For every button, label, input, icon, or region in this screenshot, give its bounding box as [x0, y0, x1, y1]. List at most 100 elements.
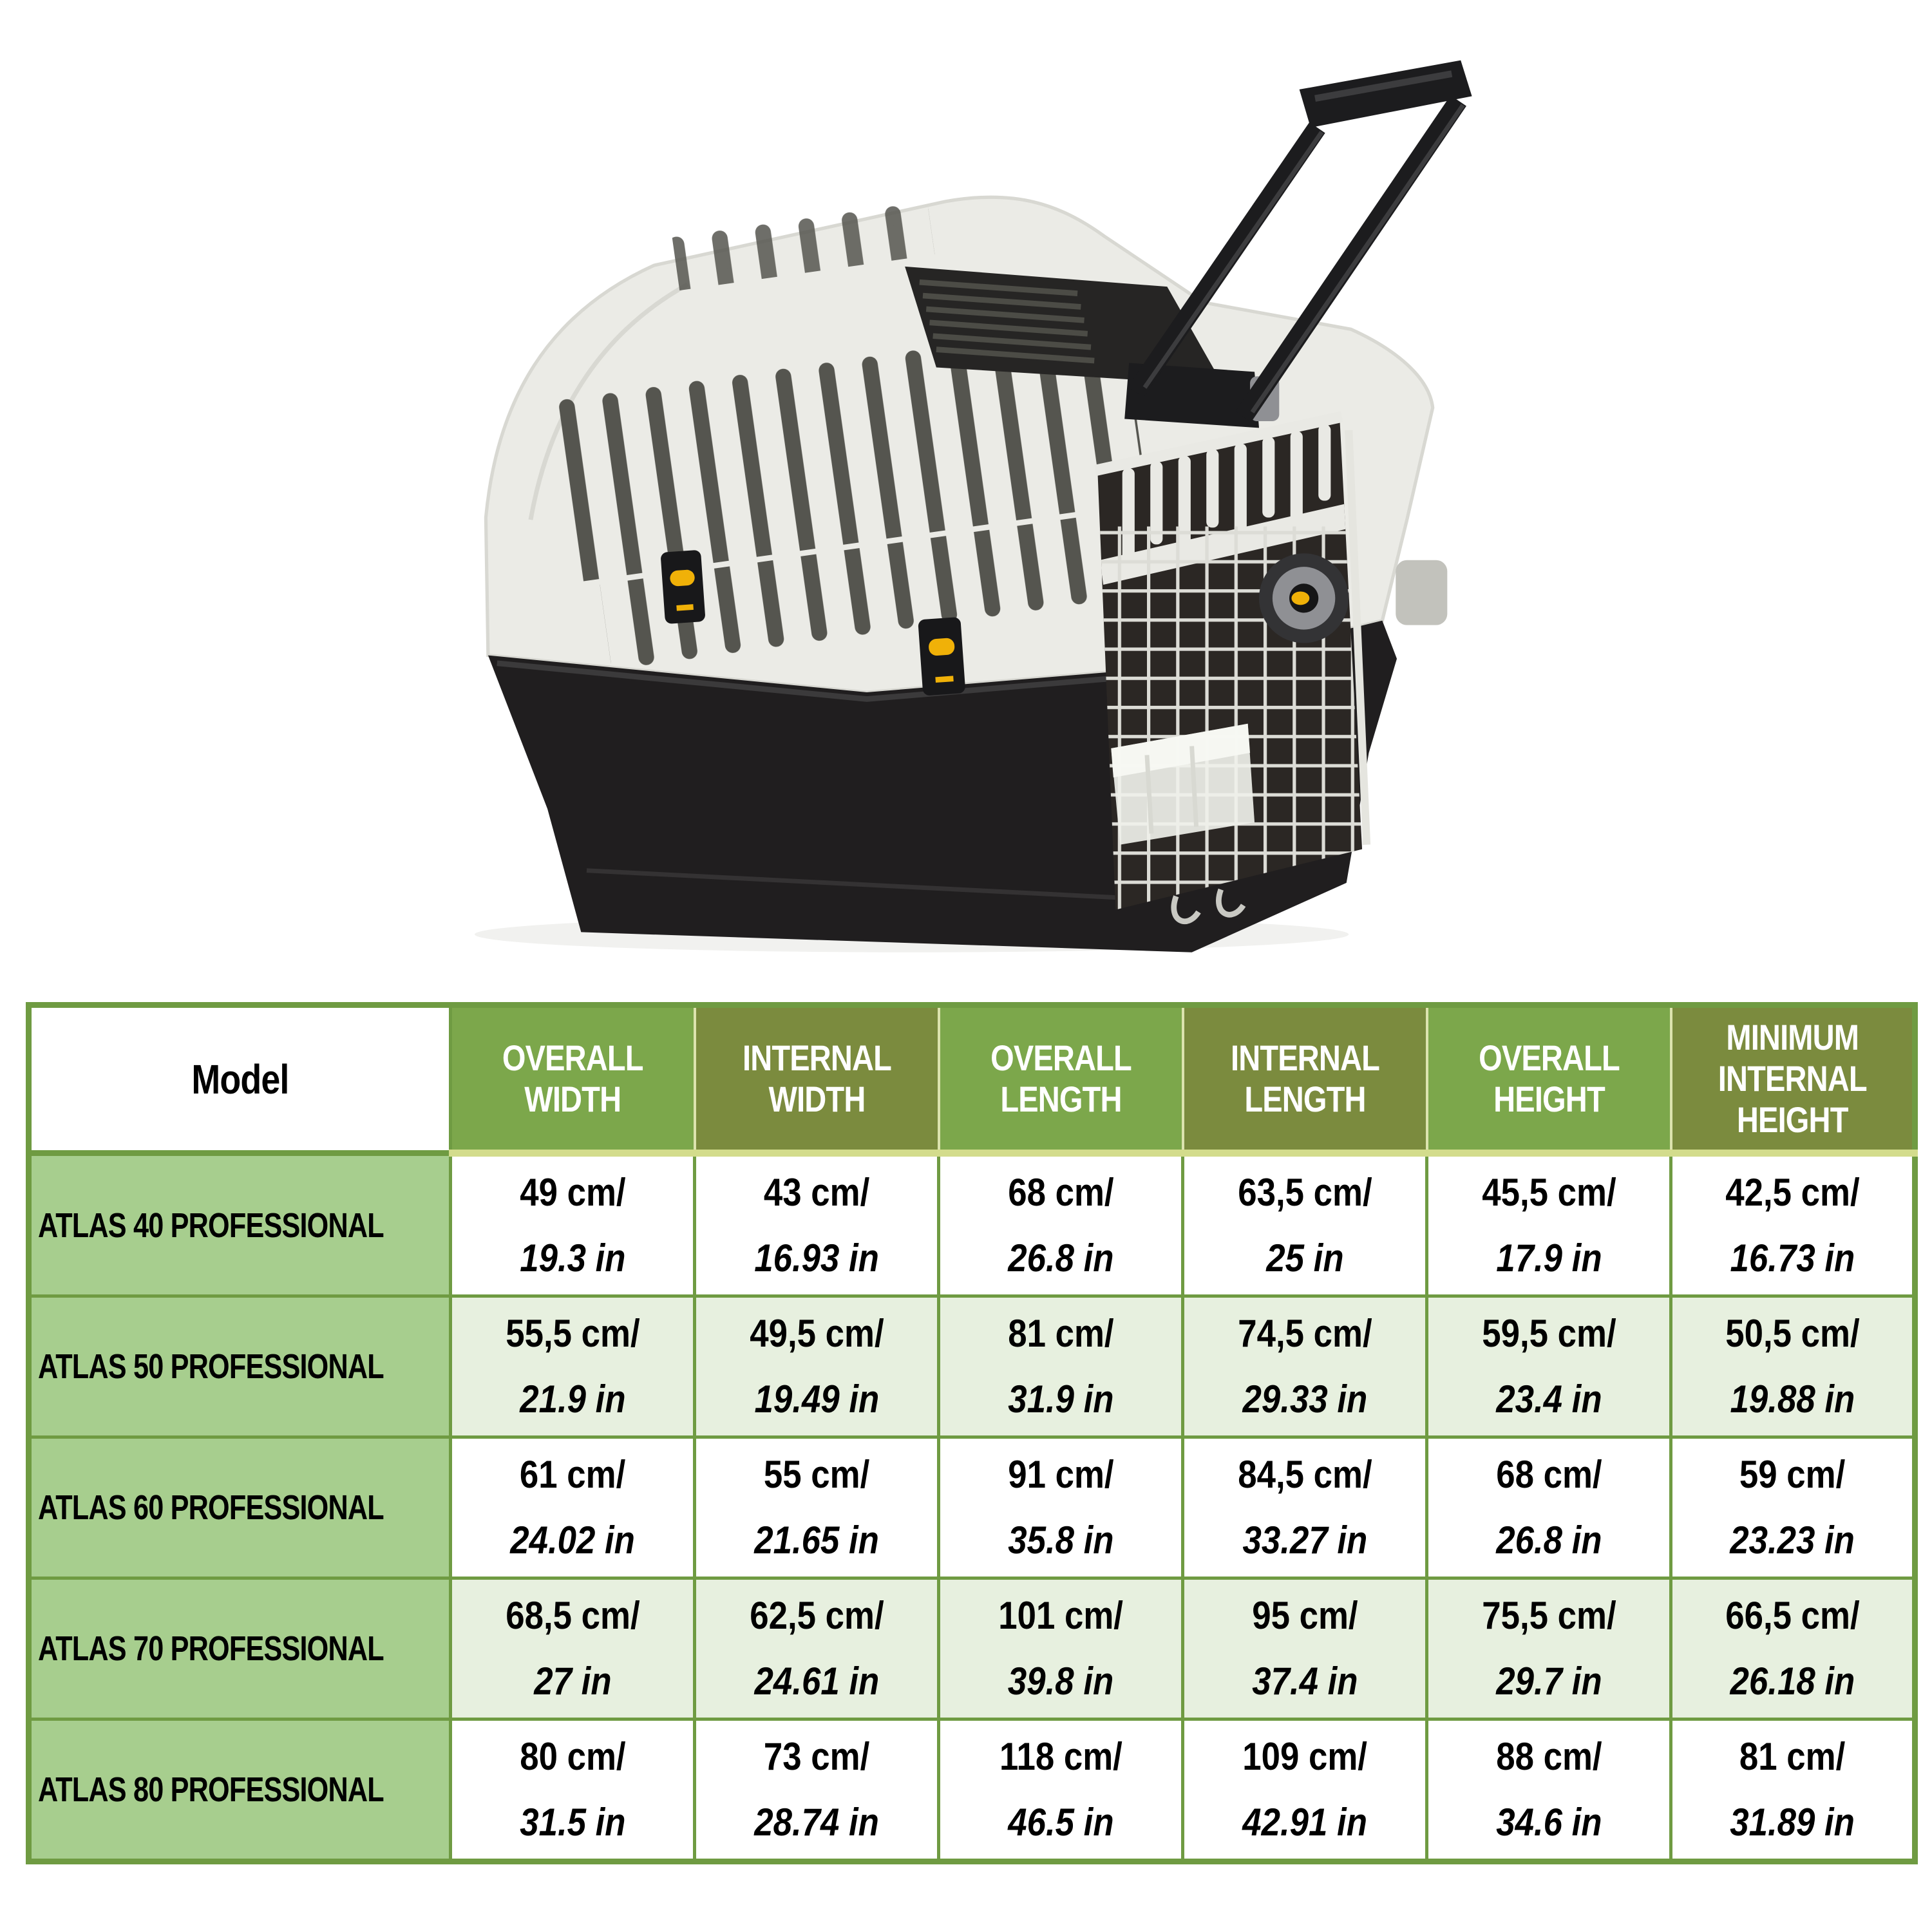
cm-value: 49,5 cm/ — [749, 1312, 884, 1355]
dimension-value: 118 cm/46.5 in — [999, 1724, 1122, 1855]
dimension-cell: 45,5 cm/17.9 in — [1425, 1151, 1672, 1298]
cm-value: 61 cm/ — [519, 1453, 626, 1496]
inch-value: 31.9 in — [1007, 1378, 1114, 1421]
dimension-cell: 95 cm/37.4 in — [1181, 1577, 1428, 1721]
spec-table: Model OVERALL WIDTH INTERNAL WIDTH OVERA… — [26, 1002, 1918, 1864]
cm-value: 55,5 cm/ — [505, 1312, 640, 1355]
header-label: INTERNAL LENGTH — [1230, 1037, 1379, 1119]
inch-value: 34.6 in — [1495, 1801, 1602, 1844]
inch-value: 24.61 in — [754, 1660, 879, 1703]
model-name-cell: ATLAS 60 PROFESSIONAL — [27, 1435, 452, 1580]
side-vent-slots — [545, 190, 1174, 718]
dimension-cell: 42,5 cm/16.73 in — [1669, 1151, 1917, 1298]
cm-value: 68,5 cm/ — [505, 1594, 640, 1637]
dimension-cell: 118 cm/46.5 in — [937, 1718, 1184, 1863]
door-top-slats — [1122, 424, 1331, 565]
inch-value: 17.9 in — [1495, 1236, 1602, 1280]
table-row: ATLAS 40 PROFESSIONAL 49 cm/19.3 in 43 cm/… — [27, 1151, 1917, 1298]
dimension-cell: 55,5 cm/21.9 in — [449, 1294, 696, 1439]
header-label: OVERALL HEIGHT — [1478, 1037, 1620, 1119]
inch-value: 29.7 in — [1495, 1660, 1602, 1703]
inch-value: 26.8 in — [1007, 1236, 1114, 1280]
cm-value: 74,5 cm/ — [1237, 1312, 1372, 1355]
dimension-value: 61 cm/24.02 in — [510, 1442, 635, 1573]
col-header-overall-width: OVERALL WIDTH — [449, 1003, 696, 1157]
dimension-value: 88 cm/34.6 in — [1496, 1724, 1602, 1855]
inch-value: 25 in — [1265, 1236, 1344, 1280]
table-row: ATLAS 60 PROFESSIONAL 61 cm/24.02 in 55 cm… — [27, 1435, 1917, 1580]
dimension-value: 68 cm/26.8 in — [1008, 1160, 1113, 1291]
cm-value: 95 cm/ — [1251, 1594, 1358, 1637]
inch-value: 23.23 in — [1730, 1519, 1855, 1562]
inch-value: 23.4 in — [1495, 1378, 1602, 1421]
cm-value: 118 cm/ — [999, 1735, 1122, 1778]
dimension-cell: 62,5 cm/24.61 in — [693, 1577, 940, 1721]
dimension-cell: 109 cm/42.91 in — [1181, 1718, 1428, 1863]
model-header-label: Model — [191, 1056, 289, 1103]
col-header-model: Model — [27, 1003, 452, 1156]
tub-panel-line — [586, 868, 1136, 901]
dimension-value: 59,5 cm/23.4 in — [1482, 1301, 1616, 1432]
cm-value: 101 cm/ — [998, 1594, 1123, 1637]
model-name: ATLAS 60 PROFESSIONAL — [38, 1488, 384, 1527]
latch-clip-right — [918, 617, 965, 696]
cm-value: 73 cm/ — [763, 1735, 870, 1778]
door-frame-right — [1345, 430, 1371, 845]
cm-value: 55 cm/ — [763, 1453, 870, 1496]
dimension-value: 66,5 cm/26.18 in — [1725, 1583, 1859, 1714]
dimension-cell: 81 cm/31.9 in — [937, 1294, 1184, 1439]
cm-value: 88 cm/ — [1495, 1735, 1602, 1778]
inch-value: 31.89 in — [1730, 1801, 1855, 1844]
dimension-value: 95 cm/37.4 in — [1252, 1583, 1358, 1714]
cm-value: 84,5 cm/ — [1237, 1453, 1372, 1496]
cm-value: 81 cm/ — [1007, 1312, 1114, 1355]
trolley-handle — [1128, 60, 1472, 422]
tub-highlight — [497, 660, 1201, 702]
side-latch — [1396, 560, 1448, 625]
header-label: OVERALL LENGTH — [990, 1037, 1132, 1119]
dimension-value: 73 cm/28.74 in — [754, 1724, 879, 1855]
dimension-value: 43 cm/16.93 in — [754, 1160, 879, 1291]
col-header-internal-length: INTERNAL LENGTH — [1181, 1003, 1428, 1157]
inch-value: 26.18 in — [1730, 1660, 1855, 1703]
dimension-cell: 91 cm/35.8 in — [937, 1435, 1184, 1580]
model-name: ATLAS 80 PROFESSIONAL — [38, 1770, 384, 1809]
inch-value: 24.02 in — [510, 1519, 635, 1562]
dimension-value: 62,5 cm/24.61 in — [750, 1583, 884, 1714]
pet-carrier-illustration — [475, 60, 1472, 952]
col-header-minimum-internal-height: MINIMUM INTERNAL HEIGHT — [1669, 1003, 1917, 1157]
dimension-cell: 50,5 cm/19.88 in — [1669, 1294, 1917, 1439]
dimension-cell: 68,5 cm/27 in — [449, 1577, 696, 1721]
dimension-value: 55,5 cm/21.9 in — [506, 1301, 639, 1432]
cm-value: 80 cm/ — [519, 1735, 626, 1778]
dimension-value: 45,5 cm/17.9 in — [1482, 1160, 1616, 1291]
dimension-value: 84,5 cm/33.27 in — [1238, 1442, 1372, 1573]
dimension-cell: 55 cm/21.65 in — [693, 1435, 940, 1580]
door-knob — [1259, 553, 1349, 643]
dimension-value: 81 cm/31.9 in — [1008, 1301, 1113, 1432]
dimension-value: 68,5 cm/27 in — [506, 1583, 639, 1714]
inch-value: 35.8 in — [1007, 1519, 1114, 1562]
dimension-value: 91 cm/35.8 in — [1008, 1442, 1113, 1573]
header-label: OVERALL WIDTH — [502, 1037, 644, 1119]
dimension-value: 49,5 cm/19.49 in — [750, 1301, 884, 1432]
cm-value: 45,5 cm/ — [1481, 1171, 1616, 1214]
model-name: ATLAS 70 PROFESSIONAL — [38, 1629, 384, 1668]
inch-value: 33.27 in — [1242, 1519, 1367, 1562]
dimension-cell: 101 cm/39.8 in — [937, 1577, 1184, 1721]
header-row: Model OVERALL WIDTH INTERNAL WIDTH OVERA… — [27, 1003, 1917, 1157]
header-label: MINIMUM INTERNAL HEIGHT — [1718, 1017, 1867, 1140]
dimension-cell: 49,5 cm/19.49 in — [693, 1294, 940, 1439]
header-label: INTERNAL WIDTH — [742, 1037, 891, 1119]
dimension-value: 55 cm/21.65 in — [754, 1442, 879, 1573]
dimension-cell: 88 cm/34.6 in — [1425, 1718, 1672, 1863]
inch-value: 27 in — [533, 1660, 612, 1703]
dimension-value: 75,5 cm/29.7 in — [1482, 1583, 1616, 1714]
dimension-value: 50,5 cm/19.88 in — [1725, 1301, 1859, 1432]
product-image — [419, 35, 1539, 966]
dimension-cell: 81 cm/31.89 in — [1669, 1718, 1917, 1863]
dimension-cell: 80 cm/31.5 in — [449, 1718, 696, 1863]
inch-value: 29.33 in — [1242, 1378, 1367, 1421]
inch-value: 19.88 in — [1730, 1378, 1855, 1421]
model-name-cell: ATLAS 40 PROFESSIONAL — [27, 1151, 452, 1298]
